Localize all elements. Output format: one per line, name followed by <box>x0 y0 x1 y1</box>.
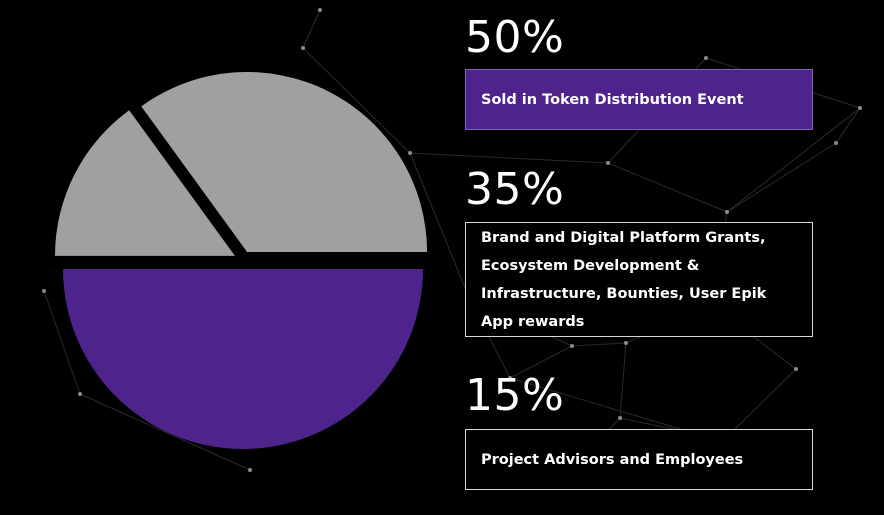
slice-3-description-box: Project Advisors and Employees <box>465 429 813 490</box>
slice-3-percent: 15% <box>465 370 565 421</box>
network-line <box>619 342 627 419</box>
slice-1-percent: 50% <box>465 12 565 63</box>
slice-1-description-box: Sold in Token Distribution Event <box>465 69 813 130</box>
network-node <box>618 416 622 420</box>
slice-1-description: Sold in Token Distribution Event <box>481 91 744 108</box>
slice-2-percent: 35% <box>465 164 565 215</box>
network-line <box>302 9 321 49</box>
network-node <box>725 210 729 214</box>
network-node <box>318 8 322 12</box>
network-line <box>302 47 411 154</box>
network-node <box>834 141 838 145</box>
network-node <box>301 46 305 50</box>
network-node <box>606 161 610 165</box>
network-node <box>78 392 82 396</box>
network-line <box>607 162 728 213</box>
network-node <box>570 344 574 348</box>
network-line <box>79 393 251 471</box>
network-node <box>624 341 628 345</box>
slice-2-description-box: Brand and Digital Platform Grants, Ecosy… <box>465 222 813 337</box>
network-line <box>509 345 573 379</box>
network-node <box>42 289 46 293</box>
network-node <box>508 376 512 380</box>
network-line <box>723 368 797 441</box>
network-line <box>571 342 627 347</box>
slice-3-description: Project Advisors and Employees <box>481 451 744 468</box>
network-node <box>858 106 862 110</box>
slice-2-description: Brand and Digital Platform Grants, Ecosy… <box>481 229 767 330</box>
network-node <box>248 468 252 472</box>
pie-slice-15-percent <box>54 110 235 256</box>
network-node <box>794 367 798 371</box>
network-line <box>726 107 861 213</box>
network-line <box>835 107 861 144</box>
pie-slice-35-percent <box>141 71 428 252</box>
network-line <box>509 377 698 435</box>
network-line <box>43 290 81 395</box>
network-line <box>409 152 471 301</box>
pie-slice-50-percent <box>63 269 423 449</box>
network-node <box>408 151 412 155</box>
network-node <box>704 56 708 60</box>
network-line <box>726 142 837 213</box>
token-distribution-pie-chart <box>54 71 428 449</box>
network-line <box>409 152 609 164</box>
